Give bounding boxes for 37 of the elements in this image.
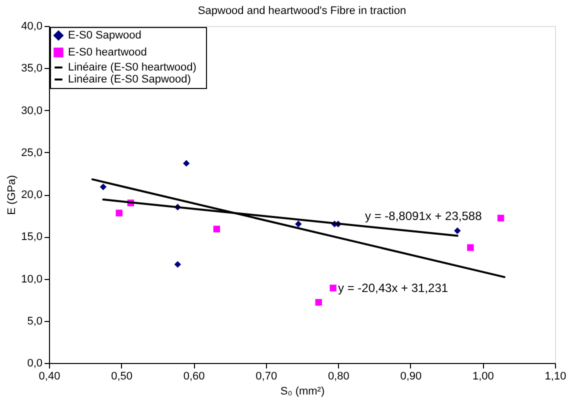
chart-title: Sapwood and heartwood's Fibre in traction bbox=[198, 5, 406, 17]
x-tick-label: 0,90 bbox=[400, 370, 422, 382]
point bbox=[213, 226, 220, 232]
y-tick-label: 15,0 bbox=[21, 231, 42, 244]
x-tick-label: 1,00 bbox=[472, 370, 494, 382]
x-tick-label: 0,40 bbox=[38, 370, 60, 382]
y-tick-label: 20,0 bbox=[21, 189, 42, 201]
point bbox=[116, 210, 122, 216]
x-tick-label: 1,10 bbox=[544, 370, 566, 382]
legend-label: E-S0 Sapwood bbox=[68, 30, 142, 42]
annotation: y = -8,8091x + 23,588 bbox=[365, 209, 482, 223]
y-tick-label: 0,0 bbox=[27, 358, 42, 370]
x-tick-label: 0,50 bbox=[111, 370, 132, 382]
x-tick-label: 0,70 bbox=[256, 370, 278, 382]
point bbox=[315, 298, 322, 306]
x-tick-label: 0,60 bbox=[183, 370, 205, 382]
x-tick-label: 0,80 bbox=[328, 370, 350, 382]
y-tick-label: 35,0 bbox=[21, 62, 42, 75]
point bbox=[182, 160, 190, 167]
x-axis-title: S₀ (mm²) bbox=[280, 386, 325, 398]
legend-label: Linéaire (E-S0 Sapwood) bbox=[68, 74, 191, 86]
y-tick-label: 40,0 bbox=[21, 20, 42, 32]
y-tick-label: 25,0 bbox=[21, 146, 42, 159]
point bbox=[497, 214, 504, 222]
y-tick-label: 5,0 bbox=[27, 315, 42, 328]
legend-label: Linéaire (E-S0 heartwood) bbox=[68, 62, 196, 74]
y-tick-label: 10,0 bbox=[21, 273, 42, 286]
y-axis-title: E (GPa) bbox=[6, 175, 18, 215]
point bbox=[330, 284, 336, 292]
point bbox=[100, 184, 107, 190]
point bbox=[295, 220, 302, 228]
point bbox=[454, 227, 461, 234]
y-tick-label: 30,0 bbox=[21, 104, 42, 117]
annotation: y = -20,43x + 31,231 bbox=[338, 281, 448, 295]
point bbox=[174, 261, 182, 268]
legend-label: E-S0 heartwood bbox=[68, 46, 147, 58]
point bbox=[467, 244, 474, 251]
